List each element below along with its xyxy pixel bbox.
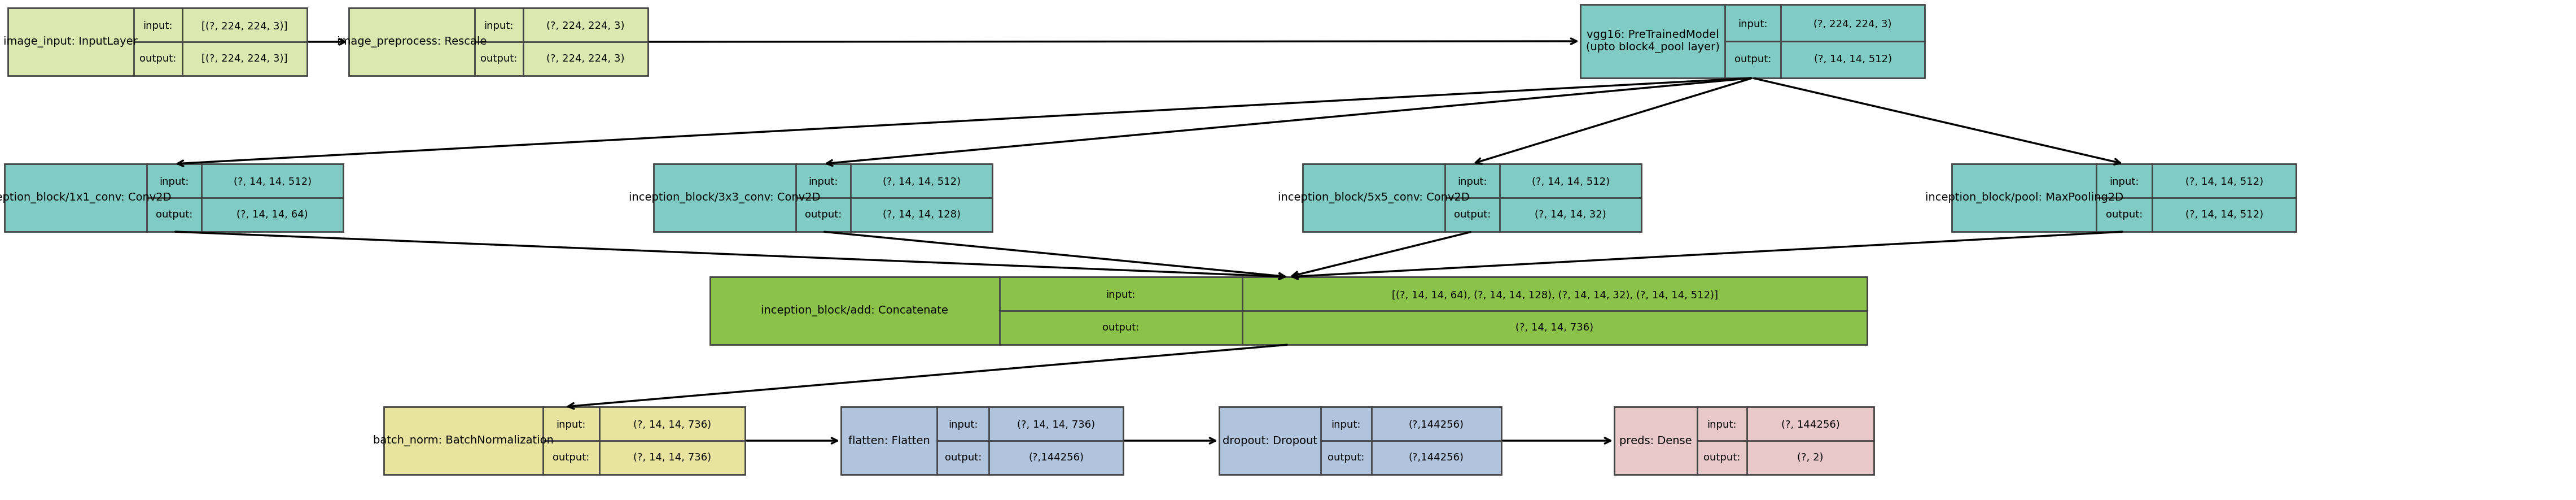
Text: input:: input: [144,21,173,31]
Text: input:: input: [1708,420,1736,430]
Text: output:: output: [1103,323,1139,333]
Text: (?, 14, 14, 512): (?, 14, 14, 512) [234,177,312,187]
Text: output:: output: [1703,453,1741,463]
Text: input:: input: [1739,20,1767,30]
Text: (?, 14, 14, 512): (?, 14, 14, 512) [1814,54,1891,64]
Text: preds: Dense: preds: Dense [1620,436,1692,446]
Bar [711,277,1868,344]
Text: inception_block/5x5_conv: Conv2D: inception_block/5x5_conv: Conv2D [1278,192,1471,204]
Text: (?, 14, 14, 512): (?, 14, 14, 512) [2184,177,2264,187]
Text: output:: output: [1327,453,1365,463]
Text: (?, 14, 14, 512): (?, 14, 14, 512) [884,177,961,187]
Bar [1579,4,1924,78]
Text: (?, 14, 14, 736): (?, 14, 14, 736) [1018,420,1095,430]
Text: (?, 14, 14, 128): (?, 14, 14, 128) [884,210,961,220]
Text: input:: input: [1458,177,1486,187]
Text: input:: input: [1332,420,1360,430]
Bar [1615,407,1873,474]
Bar [8,8,307,76]
Text: (?,144256): (?,144256) [1409,453,1463,463]
Text: (?,144256): (?,144256) [1409,420,1463,430]
Text: output:: output: [554,453,590,463]
Text: flatten: Flatten: flatten: Flatten [848,436,930,446]
Text: (?, 14, 14, 32): (?, 14, 14, 32) [1535,210,1607,220]
Text: image_input: InputLayer: image_input: InputLayer [3,36,139,48]
Bar [654,164,992,232]
Text: (?, 14, 14, 64): (?, 14, 14, 64) [237,210,309,220]
Text: (?, 224, 224, 3): (?, 224, 224, 3) [1814,20,1891,30]
Text: image_preprocess: Rescale: image_preprocess: Rescale [337,36,487,48]
Text: [(?, 224, 224, 3)]: [(?, 224, 224, 3)] [201,21,289,31]
Text: input:: input: [556,420,585,430]
Text: input:: input: [484,21,513,31]
Bar [1953,164,2295,232]
Text: input:: input: [2110,177,2138,187]
Text: (?, 224, 224, 3): (?, 224, 224, 3) [546,21,623,31]
Text: input:: input: [160,177,188,187]
Text: [(?, 14, 14, 64), (?, 14, 14, 128), (?, 14, 14, 32), (?, 14, 14, 512)]: [(?, 14, 14, 64), (?, 14, 14, 128), (?, … [1391,290,1718,300]
Text: output:: output: [1453,210,1492,220]
Bar [1303,164,1641,232]
Text: output:: output: [945,453,981,463]
Bar [840,407,1123,474]
Text: output:: output: [1734,54,1772,64]
Text: (?, 14, 14, 736): (?, 14, 14, 736) [634,420,711,430]
Text: inception_block/3x3_conv: Conv2D: inception_block/3x3_conv: Conv2D [629,192,822,204]
Text: (?, 144256): (?, 144256) [1780,420,1839,430]
Text: batch_norm: BatchNormalization: batch_norm: BatchNormalization [374,435,554,447]
Text: output:: output: [139,54,175,64]
Text: (?, 14, 14, 736): (?, 14, 14, 736) [1515,323,1595,333]
Bar [5,164,343,232]
Text: inception_block/pool: MaxPooling2D: inception_block/pool: MaxPooling2D [1924,192,2123,204]
Text: input:: input: [1105,290,1136,300]
Bar [348,8,649,76]
Text: (?,144256): (?,144256) [1028,453,1084,463]
Text: inception_block/add: Concatenate: inception_block/add: Concatenate [760,305,948,317]
Text: (?, 224, 224, 3): (?, 224, 224, 3) [546,54,623,64]
Text: output:: output: [804,210,842,220]
Text: (?, 14, 14, 736): (?, 14, 14, 736) [634,453,711,463]
Text: vgg16: PreTrainedModel
(upto block4_pool layer): vgg16: PreTrainedModel (upto block4_pool… [1587,30,1721,53]
Bar [1218,407,1502,474]
Text: inception_block/1x1_conv: Conv2D: inception_block/1x1_conv: Conv2D [0,192,173,204]
Text: output:: output: [2105,210,2143,220]
Bar [384,407,744,474]
Text: (?, 2): (?, 2) [1798,453,1824,463]
Text: output:: output: [479,54,518,64]
Text: [(?, 224, 224, 3)]: [(?, 224, 224, 3)] [201,54,289,64]
Text: output:: output: [155,210,193,220]
Text: input:: input: [809,177,837,187]
Text: dropout: Dropout: dropout: Dropout [1224,436,1316,446]
Text: (?, 14, 14, 512): (?, 14, 14, 512) [1533,177,1610,187]
Text: (?, 14, 14, 512): (?, 14, 14, 512) [2184,210,2264,220]
Text: input:: input: [948,420,979,430]
